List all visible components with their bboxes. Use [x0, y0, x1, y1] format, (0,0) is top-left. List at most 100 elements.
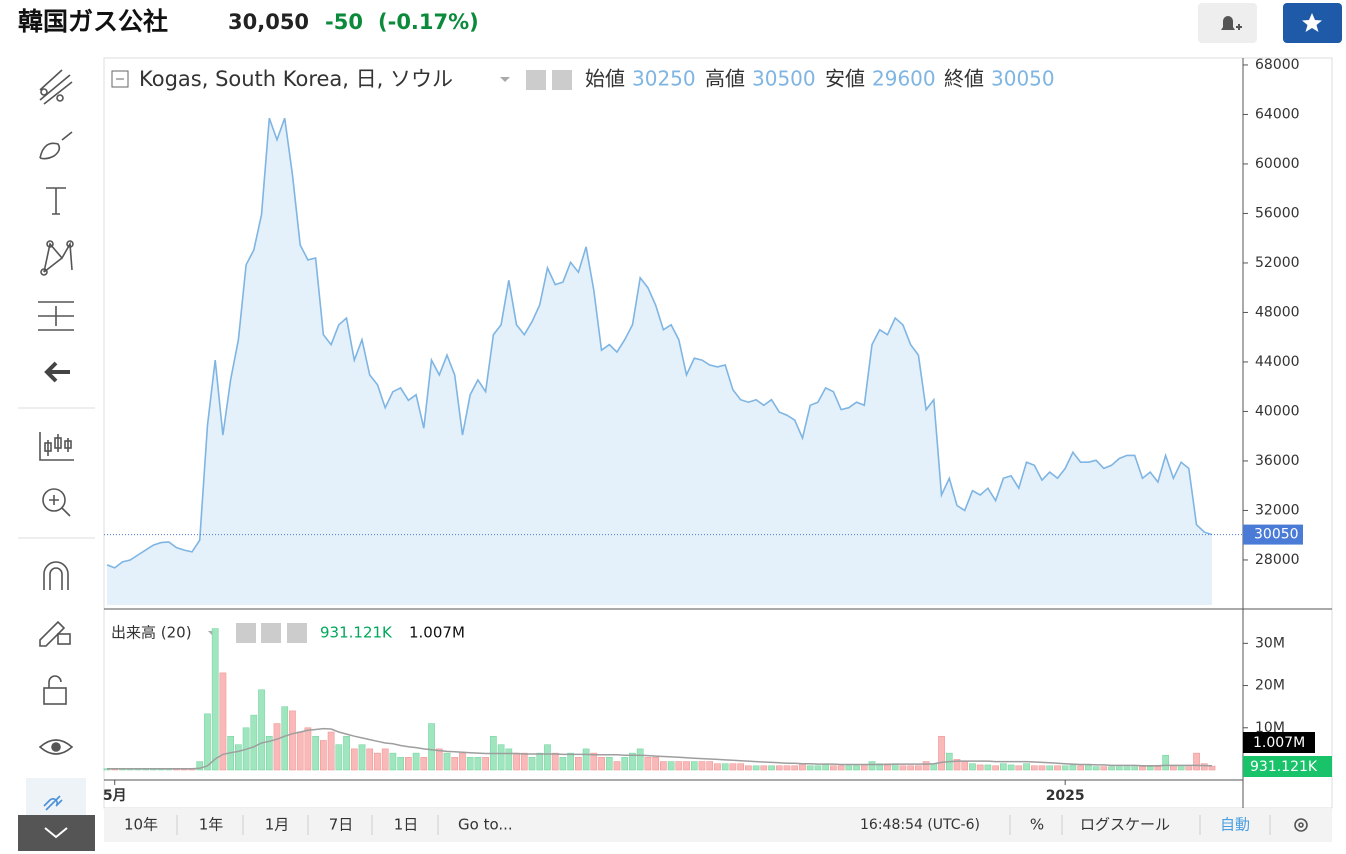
volume-bar [621, 757, 629, 771]
dropdown-arrow[interactable] [500, 77, 510, 82]
volume-bar [405, 757, 412, 771]
volume-bar [281, 706, 289, 771]
eye-icon[interactable] [236, 623, 256, 643]
volume-bar [358, 744, 366, 771]
volume-bar [876, 763, 884, 771]
volume-bar [196, 761, 204, 771]
volume-bar [698, 761, 706, 771]
percent-toggle[interactable]: % [1030, 816, 1044, 834]
volume-bar [629, 752, 636, 771]
volume-box-label: 931.121K [1250, 759, 1318, 775]
range-button[interactable]: 1月 [265, 816, 290, 834]
tool-link[interactable] [43, 795, 63, 811]
eye-icon[interactable] [526, 70, 546, 90]
gear-icon[interactable] [552, 70, 572, 90]
volume-bar [1038, 765, 1046, 771]
tool-pattern[interactable] [40, 240, 74, 276]
volume-bar [582, 748, 590, 771]
volume-bar [613, 761, 621, 771]
volume-bar [366, 748, 374, 771]
volume-bar [938, 735, 945, 771]
volume-bar [969, 763, 976, 771]
tool-lock-draw[interactable] [39, 620, 71, 647]
volume-bar [745, 765, 752, 771]
volume-bar [1007, 764, 1015, 771]
gear-icon[interactable] [261, 623, 281, 643]
volume-bar [915, 765, 922, 771]
volume-bar [1200, 763, 1208, 771]
volume-bar [783, 765, 791, 771]
volume-bar [1162, 754, 1169, 771]
range-button[interactable]: 1年 [199, 816, 224, 834]
volume-bar [320, 740, 327, 771]
volume-bar [1069, 764, 1077, 771]
volume-bar [899, 765, 907, 771]
volume-bar [714, 763, 721, 771]
last-price-box [1243, 524, 1303, 545]
last-price-label: 30050 [1254, 527, 1299, 543]
tool-lock[interactable] [43, 675, 67, 705]
volume-bar [250, 714, 258, 771]
clock: 16:48:54 (UTC-6) [860, 817, 980, 833]
tool-brush[interactable] [39, 131, 73, 160]
range-button[interactable]: 10年 [124, 816, 158, 834]
volume-bar [451, 757, 459, 771]
bottom-bar [104, 808, 1332, 842]
alert-button[interactable] [1198, 3, 1257, 43]
auto-toggle[interactable]: 自動 [1220, 816, 1250, 834]
volume-bar [1193, 752, 1200, 771]
volume-bar [907, 765, 914, 771]
ma-box [1243, 732, 1315, 753]
log-toggle[interactable]: ログスケール [1080, 816, 1170, 834]
volume-bar [830, 765, 837, 771]
volume-bar [984, 764, 992, 771]
volume-bar [381, 748, 389, 771]
volume-bar [868, 761, 876, 771]
x-tick-label: 2025 [1046, 788, 1085, 804]
volume-bar [845, 765, 853, 771]
ohlc-value: 30050 [991, 67, 1055, 91]
ohlc-name: 終値 [944, 67, 984, 91]
volume-bar [544, 744, 551, 771]
volume-bar [536, 752, 544, 771]
ohlc-value: 29600 [872, 67, 936, 91]
tool-measure[interactable] [38, 301, 74, 331]
watchlist-button[interactable] [1283, 3, 1342, 43]
y-tick-label: 10M [1255, 720, 1285, 736]
collapse-icon[interactable] [111, 70, 129, 88]
tool-visibility[interactable] [38, 739, 74, 755]
tool-text[interactable] [46, 187, 66, 215]
volume-bar [513, 752, 520, 771]
volume-bar [814, 765, 822, 771]
volume-bar [204, 713, 211, 771]
volume-bar [1085, 765, 1092, 771]
settings-button[interactable] [1294, 818, 1308, 832]
volume-bar [420, 757, 428, 771]
y-tick-label: 56000 [1255, 205, 1300, 221]
volume-bar [860, 765, 868, 771]
volume-bar [397, 757, 404, 771]
tool-zoom[interactable] [42, 488, 71, 517]
close-icon[interactable] [287, 623, 307, 643]
tool-back[interactable] [44, 361, 70, 383]
volume-bar [1100, 766, 1108, 771]
volume-bar [265, 735, 273, 771]
range-button[interactable]: 7日 [329, 816, 354, 834]
volume-bar [652, 757, 659, 771]
y-tick-label: 60000 [1255, 156, 1300, 172]
toolbar-collapse[interactable] [18, 815, 95, 851]
volume-bar [1054, 765, 1061, 771]
volume-bar [289, 710, 296, 771]
tool-lines[interactable] [39, 69, 73, 105]
range-button[interactable]: 1日 [394, 816, 419, 834]
volume-bar [235, 744, 242, 771]
volume-bar [992, 765, 999, 771]
tool-magnet[interactable] [43, 561, 69, 590]
tool-candles[interactable] [39, 432, 74, 461]
goto-button[interactable]: Go to... [458, 816, 513, 834]
legend-title: 出来高 (20) [111, 624, 192, 642]
volume-bar [327, 731, 335, 771]
volume-bar [706, 761, 714, 771]
